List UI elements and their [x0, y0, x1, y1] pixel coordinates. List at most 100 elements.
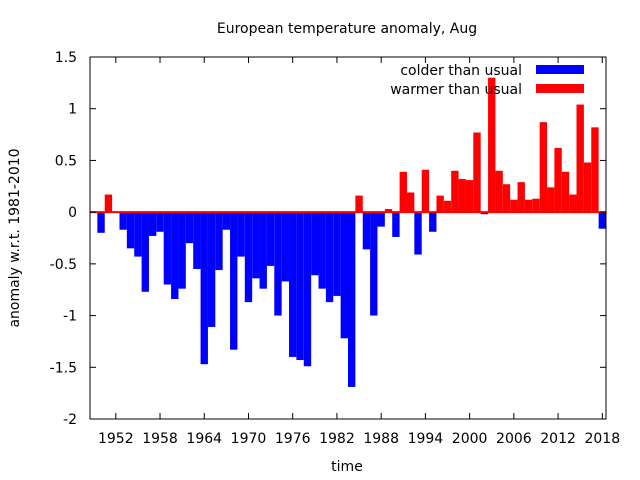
bar-1962 — [185, 212, 194, 244]
x-tick-label: 1964 — [186, 431, 222, 447]
bars — [97, 77, 606, 387]
legend-label: colder than usual — [400, 63, 522, 79]
bar-1987 — [370, 212, 378, 316]
bar-1961 — [178, 212, 186, 289]
y-tick-label: 0.5 — [55, 153, 77, 169]
x-tick-label: 2018 — [584, 431, 620, 447]
x-tick-label: 1976 — [275, 431, 311, 447]
bar-1953 — [119, 212, 127, 230]
legend-swatch — [536, 65, 584, 74]
bar-2007 — [517, 182, 525, 213]
bar-1976 — [289, 212, 297, 357]
bar-2014 — [569, 194, 577, 213]
bar-1994 — [421, 169, 430, 213]
bar-2011 — [547, 187, 555, 213]
bar-2003 — [488, 77, 496, 213]
bar-1963 — [193, 212, 201, 270]
legend-label: warmer than usual — [390, 82, 522, 98]
bar-1968 — [230, 212, 238, 350]
bar-2006 — [510, 199, 518, 213]
x-axis-label: time — [331, 459, 363, 475]
bar-1978 — [303, 212, 312, 367]
bar-1967 — [222, 212, 231, 230]
bar-1995 — [429, 212, 437, 232]
bar-1957 — [148, 212, 157, 236]
bar-1969 — [237, 212, 245, 257]
bar-1991 — [399, 171, 407, 213]
x-tick-label: 1958 — [142, 431, 178, 447]
y-tick-label: 0 — [68, 205, 77, 221]
bar-2016 — [583, 162, 592, 213]
bar-1986 — [362, 212, 371, 250]
bar-1959 — [163, 212, 172, 285]
bar-1966 — [215, 212, 223, 271]
bar-2009 — [532, 198, 540, 213]
bar-2015 — [576, 104, 584, 213]
x-tick-label: 2012 — [540, 431, 576, 447]
bar-1988 — [377, 212, 385, 227]
bar-1992 — [406, 192, 415, 213]
x-tick-label: 1988 — [363, 431, 399, 447]
bar-1972 — [259, 212, 267, 289]
x-tick-label: 1982 — [319, 431, 355, 447]
bar-2000 — [465, 180, 474, 213]
x-axis: 1952 1958 1964 1970 1976 1982 1988 1994 2000 2006… — [98, 57, 620, 447]
plot-frame — [89, 56, 607, 420]
legend-swatch — [536, 84, 584, 93]
bar-1982 — [333, 212, 341, 296]
bar-1973 — [266, 212, 275, 266]
bar-1951 — [104, 194, 113, 213]
bar-1993 — [414, 212, 422, 255]
bar-2001 — [473, 132, 481, 213]
bar-1965 — [207, 212, 216, 327]
bar-1958 — [156, 212, 164, 232]
x-tick-label: 1952 — [98, 431, 134, 447]
bar-1975 — [281, 212, 290, 282]
bar-1974 — [274, 212, 282, 316]
y-axis-label: anomaly w.r.t. 1981-2010 — [7, 148, 23, 327]
y-tick-label: -1.5 — [50, 360, 77, 376]
bar-1996 — [436, 195, 444, 213]
legend: colder than usual warmer than usual — [390, 63, 584, 98]
y-tick-label: -2 — [63, 412, 77, 428]
bar-1989 — [384, 209, 393, 213]
bar-1983 — [340, 212, 348, 339]
bar-1964 — [200, 212, 208, 365]
bar-1980 — [318, 212, 326, 289]
bar-1997 — [443, 200, 452, 213]
bar-1998 — [451, 170, 459, 213]
bar-2010 — [539, 122, 548, 213]
chart-title: European temperature anomaly, Aug — [217, 21, 477, 37]
bar-1981 — [325, 212, 334, 303]
bar-2012 — [554, 148, 562, 213]
bar-1999 — [458, 179, 466, 213]
x-tick-label: 1994 — [408, 431, 444, 447]
bar-2013 — [561, 171, 570, 213]
bar-1955 — [134, 212, 142, 257]
bar-1971 — [252, 212, 260, 279]
x-tick-label: 2006 — [496, 431, 532, 447]
bar-1979 — [311, 212, 319, 276]
bar-1960 — [171, 212, 179, 300]
y-axis: 1.5 1 0.5 0 -0.5 -1 -1.5 -2 — [50, 50, 606, 428]
bar-1985 — [355, 195, 363, 213]
bar-1954 — [126, 212, 135, 249]
y-tick-label: 1 — [68, 102, 77, 118]
bar-1977 — [296, 212, 304, 361]
bar-2004 — [495, 170, 503, 213]
bar-2005 — [502, 184, 511, 213]
bar-1970 — [244, 212, 253, 303]
bar-1956 — [141, 212, 149, 292]
x-tick-label: 2000 — [452, 431, 488, 447]
bar-2017 — [591, 127, 599, 213]
bar-2002 — [480, 212, 489, 215]
bar-1984 — [348, 212, 356, 387]
x-tick-label: 1970 — [231, 431, 267, 447]
bar-2018 — [598, 212, 606, 229]
y-tick-label: 1.5 — [55, 50, 77, 66]
bar-1950 — [97, 212, 105, 233]
y-tick-label: -1 — [63, 309, 77, 325]
bar-2008 — [524, 199, 533, 213]
bar-1990 — [392, 212, 400, 237]
